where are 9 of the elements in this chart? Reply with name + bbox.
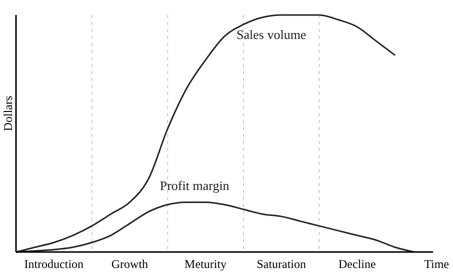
series-label: Sales volume: [236, 27, 306, 42]
x-tick-label: Introduction: [24, 257, 84, 271]
x-axis-title: Time: [424, 257, 449, 271]
x-tick-label: Growth: [111, 257, 148, 271]
x-tick-label: Decline: [338, 257, 376, 271]
y-axis-title: Dollars: [1, 96, 15, 132]
x-tick-label: Meturity: [184, 257, 227, 271]
x-tick-label: Saturation: [256, 257, 306, 271]
series-label: Profit margin: [160, 178, 230, 194]
